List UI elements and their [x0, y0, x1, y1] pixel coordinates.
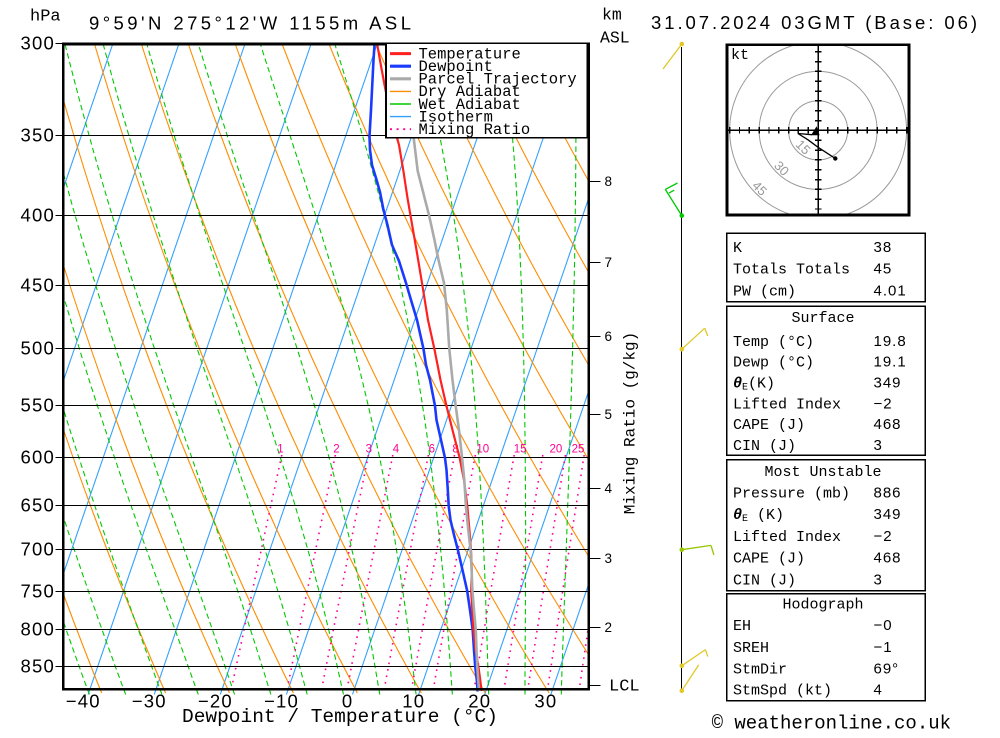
svg-text:SREH: SREH: [733, 640, 769, 657]
svg-text:4: 4: [393, 444, 400, 456]
svg-text:Totals Totals: Totals Totals: [733, 262, 850, 279]
svg-text:400: 400: [21, 205, 55, 226]
svg-text:3: 3: [605, 551, 613, 566]
svg-text:700: 700: [21, 539, 55, 560]
svg-text:25: 25: [572, 444, 585, 456]
svg-text:800: 800: [21, 619, 55, 640]
svg-text:EH: EH: [733, 618, 751, 635]
svg-text:2: 2: [605, 620, 613, 635]
svg-text:468: 468: [874, 416, 902, 433]
svg-text:69°: 69°: [874, 661, 900, 678]
svg-text:−20: −20: [198, 691, 233, 712]
svg-text:1: 1: [277, 444, 283, 456]
svg-text:© weatheronline.co.uk: © weatheronline.co.uk: [712, 712, 951, 733]
svg-text:6: 6: [605, 329, 613, 344]
svg-text:Dewp (°C): Dewp (°C): [733, 355, 814, 372]
svg-text:300: 300: [21, 33, 55, 54]
svg-text:Dewpoint / Temperature (°C): Dewpoint / Temperature (°C): [182, 706, 498, 728]
svg-text:CAPE (J): CAPE (J): [733, 417, 805, 434]
svg-text:20: 20: [468, 691, 491, 712]
svg-text:StmSpd (kt): StmSpd (kt): [733, 682, 832, 699]
svg-text:CAPE (J): CAPE (J): [733, 550, 805, 567]
svg-text:Temp (°C): Temp (°C): [733, 334, 814, 351]
svg-text:15: 15: [514, 444, 527, 456]
svg-text:8: 8: [452, 444, 458, 456]
svg-text:600: 600: [21, 447, 55, 468]
svg-text:350: 350: [21, 125, 55, 146]
svg-text:CIN (J): CIN (J): [733, 572, 796, 589]
svg-text:Most Unstable: Most Unstable: [764, 464, 881, 481]
svg-text:19.1: 19.1: [874, 354, 907, 371]
svg-text:θE(K): θE(K): [733, 376, 775, 394]
svg-text:Hodograph: Hodograph: [782, 597, 863, 614]
svg-text:θE (K): θE (K): [733, 507, 784, 525]
svg-text:ASL: ASL: [600, 29, 630, 48]
svg-text:−1: −1: [874, 639, 893, 656]
svg-text:Parcel Trajectory: Parcel Trajectory: [419, 71, 577, 89]
svg-text:Pressure (mb): Pressure (mb): [733, 486, 850, 503]
svg-text:850: 850: [21, 656, 55, 677]
svg-text:Surface: Surface: [791, 310, 854, 327]
svg-text:10: 10: [402, 691, 425, 712]
svg-text:2: 2: [333, 444, 339, 456]
svg-text:550: 550: [21, 395, 55, 416]
svg-text:−0: −0: [874, 617, 893, 634]
svg-text:3: 3: [874, 571, 883, 588]
svg-text:Dry Adiabat: Dry Adiabat: [419, 83, 521, 101]
svg-text:−40: −40: [66, 691, 101, 712]
svg-text:20: 20: [550, 444, 563, 456]
svg-text:450: 450: [21, 275, 55, 296]
svg-text:Mixing Ratio (g/kg): Mixing Ratio (g/kg): [622, 332, 640, 514]
svg-text:3: 3: [874, 437, 883, 454]
svg-text:−2: −2: [874, 395, 893, 412]
svg-text:31.07.2024 03GMT (Base: 06): 31.07.2024 03GMT (Base: 06): [651, 12, 977, 33]
svg-text:45: 45: [874, 261, 893, 278]
svg-text:hPa: hPa: [30, 8, 61, 27]
svg-text:6: 6: [429, 444, 435, 456]
svg-text:−10: −10: [264, 691, 299, 712]
svg-text:886: 886: [874, 485, 902, 502]
svg-text:PW (cm): PW (cm): [733, 283, 796, 300]
svg-text:Dewpoint: Dewpoint: [419, 58, 493, 76]
svg-text:4.01: 4.01: [874, 282, 907, 299]
svg-text:30: 30: [534, 691, 557, 712]
svg-text:Lifted Index: Lifted Index: [733, 529, 841, 546]
svg-text:349: 349: [874, 375, 902, 392]
svg-text:750: 750: [21, 581, 55, 602]
svg-text:Isotherm: Isotherm: [419, 108, 493, 126]
svg-text:8: 8: [605, 174, 613, 189]
svg-text:7: 7: [605, 255, 613, 270]
svg-text:km: km: [602, 6, 622, 25]
svg-text:−2: −2: [874, 528, 893, 545]
svg-text:Temperature: Temperature: [419, 45, 521, 63]
svg-text:Lifted Index: Lifted Index: [733, 396, 841, 413]
svg-text:4: 4: [605, 481, 613, 496]
svg-text:−30: −30: [132, 691, 167, 712]
svg-text:10: 10: [476, 444, 489, 456]
svg-text:Mixing Ratio: Mixing Ratio: [419, 121, 531, 139]
svg-text:4: 4: [874, 681, 883, 698]
svg-text:19.8: 19.8: [874, 333, 907, 350]
svg-text:CIN (J): CIN (J): [733, 438, 796, 455]
svg-text:StmDir: StmDir: [733, 662, 787, 679]
svg-text:650: 650: [21, 495, 55, 516]
svg-text:K: K: [733, 240, 742, 257]
svg-text:468: 468: [874, 549, 902, 566]
svg-text:kt: kt: [731, 47, 749, 64]
svg-text:LCL: LCL: [609, 678, 640, 697]
svg-text:0: 0: [342, 691, 354, 712]
svg-text:500: 500: [21, 338, 55, 359]
svg-text:3: 3: [366, 444, 372, 456]
svg-text:Wet Adiabat: Wet Adiabat: [419, 96, 521, 114]
svg-text:38: 38: [874, 239, 893, 256]
svg-text:5: 5: [605, 407, 613, 422]
svg-text:349: 349: [874, 506, 902, 523]
